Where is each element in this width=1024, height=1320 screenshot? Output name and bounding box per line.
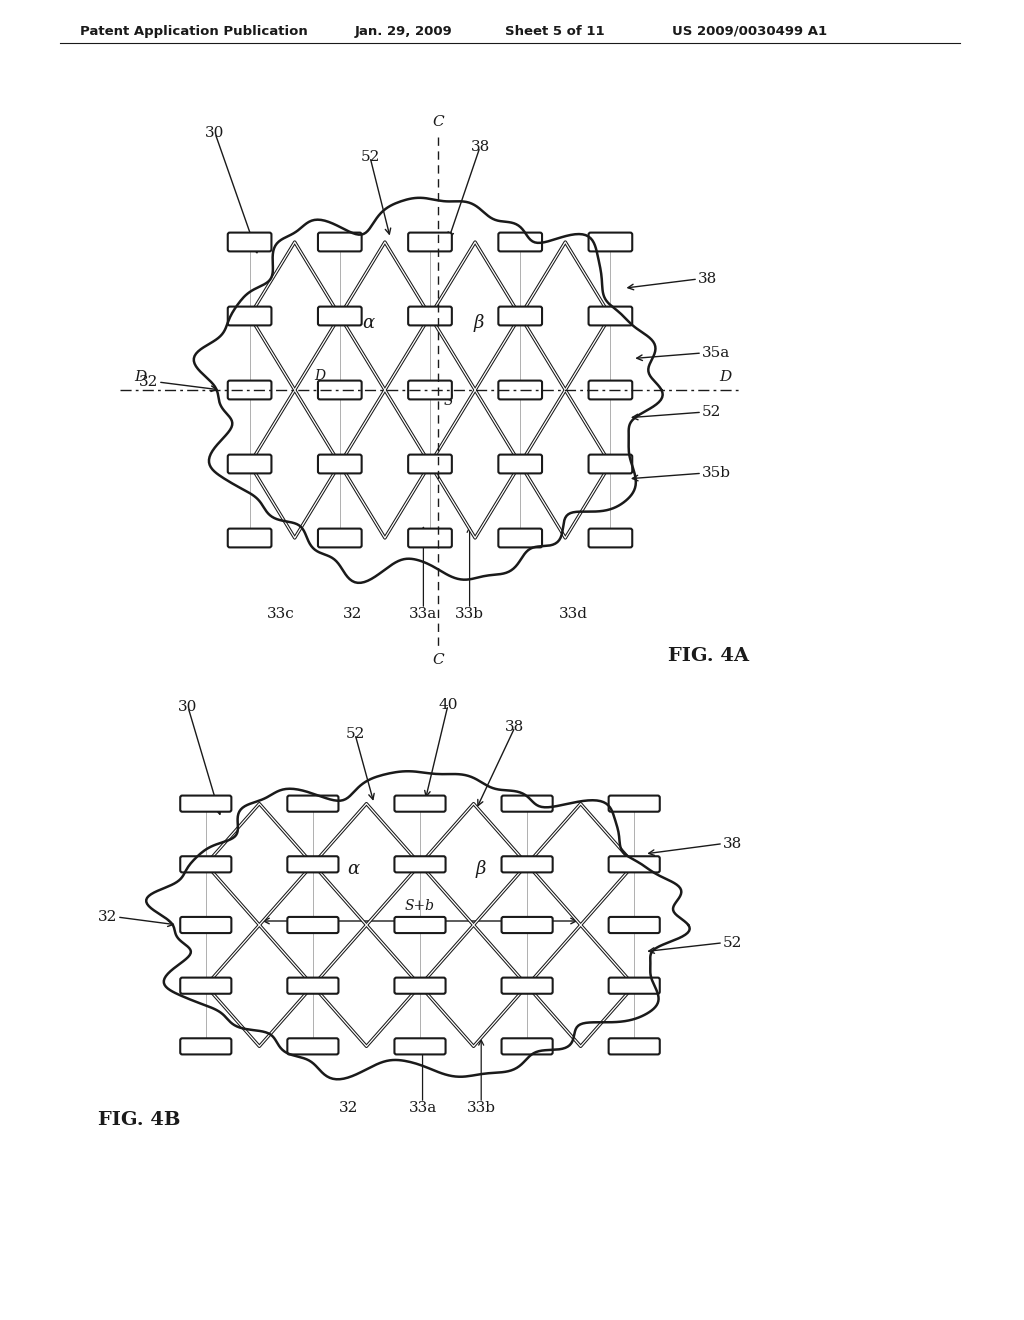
Text: D: D — [719, 370, 731, 384]
Text: FIG. 4B: FIG. 4B — [98, 1111, 180, 1129]
FancyBboxPatch shape — [502, 917, 553, 933]
FancyBboxPatch shape — [608, 1039, 659, 1055]
FancyBboxPatch shape — [499, 380, 542, 400]
FancyBboxPatch shape — [318, 528, 361, 548]
FancyBboxPatch shape — [318, 380, 361, 400]
Text: 32: 32 — [97, 909, 117, 924]
FancyBboxPatch shape — [589, 528, 632, 548]
FancyBboxPatch shape — [499, 454, 542, 474]
Text: 35a: 35a — [702, 346, 730, 360]
FancyBboxPatch shape — [227, 454, 271, 474]
FancyBboxPatch shape — [288, 796, 339, 812]
Text: S+b: S+b — [406, 899, 435, 913]
Text: 30: 30 — [206, 125, 224, 140]
FancyBboxPatch shape — [318, 306, 361, 326]
Text: 33c: 33c — [266, 607, 294, 620]
Text: β: β — [473, 314, 483, 333]
FancyBboxPatch shape — [288, 1039, 339, 1055]
FancyBboxPatch shape — [180, 796, 231, 812]
FancyBboxPatch shape — [499, 232, 542, 251]
Polygon shape — [146, 771, 690, 1080]
Text: Jan. 29, 2009: Jan. 29, 2009 — [355, 25, 453, 38]
Text: D: D — [134, 370, 146, 384]
Text: 40: 40 — [438, 698, 458, 711]
FancyBboxPatch shape — [589, 380, 632, 400]
FancyBboxPatch shape — [409, 232, 452, 251]
Text: 32: 32 — [339, 1101, 358, 1115]
Text: α: α — [362, 314, 375, 333]
Text: 52: 52 — [702, 405, 721, 420]
FancyBboxPatch shape — [394, 796, 445, 812]
FancyBboxPatch shape — [589, 454, 632, 474]
FancyBboxPatch shape — [499, 528, 542, 548]
Text: C: C — [432, 115, 443, 129]
Text: Patent Application Publication: Patent Application Publication — [80, 25, 308, 38]
FancyBboxPatch shape — [288, 857, 339, 873]
Text: C: C — [432, 653, 443, 667]
FancyBboxPatch shape — [608, 917, 659, 933]
FancyBboxPatch shape — [409, 306, 452, 326]
Text: 33a: 33a — [409, 1101, 436, 1115]
Text: Sheet 5 of 11: Sheet 5 of 11 — [505, 25, 604, 38]
FancyBboxPatch shape — [394, 978, 445, 994]
Text: 52: 52 — [360, 150, 380, 164]
Text: FIG. 4A: FIG. 4A — [668, 647, 749, 665]
FancyBboxPatch shape — [499, 306, 542, 326]
FancyBboxPatch shape — [288, 917, 339, 933]
FancyBboxPatch shape — [227, 380, 271, 400]
FancyBboxPatch shape — [502, 796, 553, 812]
FancyBboxPatch shape — [227, 306, 271, 326]
FancyBboxPatch shape — [227, 528, 271, 548]
Text: 52: 52 — [345, 727, 365, 741]
Text: 33a: 33a — [410, 607, 437, 620]
FancyBboxPatch shape — [394, 917, 445, 933]
FancyBboxPatch shape — [288, 978, 339, 994]
Text: 30: 30 — [178, 700, 198, 714]
Text: 32: 32 — [138, 375, 158, 389]
FancyBboxPatch shape — [608, 857, 659, 873]
FancyBboxPatch shape — [180, 917, 231, 933]
FancyBboxPatch shape — [589, 232, 632, 251]
FancyBboxPatch shape — [180, 857, 231, 873]
FancyBboxPatch shape — [394, 1039, 445, 1055]
FancyBboxPatch shape — [502, 857, 553, 873]
FancyBboxPatch shape — [608, 796, 659, 812]
FancyBboxPatch shape — [502, 978, 553, 994]
Text: 38: 38 — [470, 140, 489, 154]
Text: 38: 38 — [723, 837, 742, 850]
Polygon shape — [194, 198, 663, 583]
FancyBboxPatch shape — [227, 232, 271, 251]
Text: 38: 38 — [506, 719, 524, 734]
FancyBboxPatch shape — [608, 978, 659, 994]
Text: 33b: 33b — [467, 1101, 496, 1115]
Text: D: D — [314, 370, 326, 383]
Text: 33b: 33b — [455, 607, 484, 620]
FancyBboxPatch shape — [394, 857, 445, 873]
Text: α: α — [347, 859, 359, 878]
Text: 35b: 35b — [702, 466, 731, 480]
Text: 38: 38 — [698, 272, 717, 286]
Text: 52: 52 — [723, 936, 742, 950]
Text: S: S — [444, 393, 454, 408]
FancyBboxPatch shape — [180, 1039, 231, 1055]
Text: US 2009/0030499 A1: US 2009/0030499 A1 — [672, 25, 827, 38]
FancyBboxPatch shape — [318, 454, 361, 474]
Text: β: β — [476, 859, 486, 878]
FancyBboxPatch shape — [409, 380, 452, 400]
FancyBboxPatch shape — [180, 978, 231, 994]
Text: 32: 32 — [343, 607, 362, 620]
Text: 33d: 33d — [558, 607, 588, 620]
FancyBboxPatch shape — [409, 454, 452, 474]
FancyBboxPatch shape — [589, 306, 632, 326]
FancyBboxPatch shape — [318, 232, 361, 251]
FancyBboxPatch shape — [502, 1039, 553, 1055]
FancyBboxPatch shape — [409, 528, 452, 548]
